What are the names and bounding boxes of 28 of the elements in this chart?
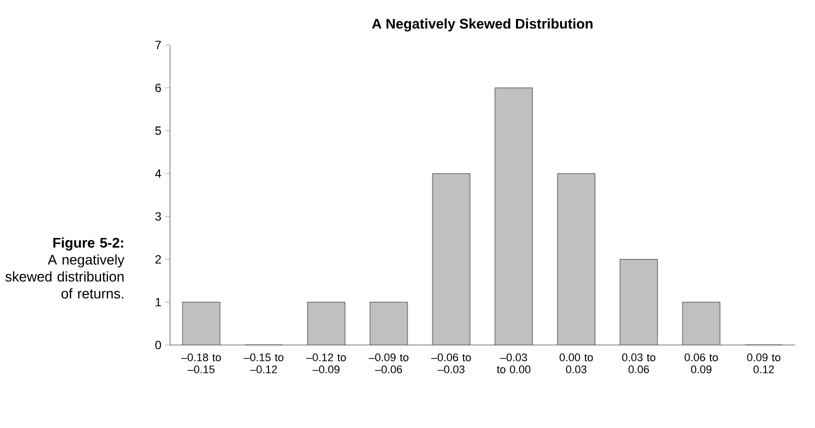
bar [558,174,596,345]
x-tick-label: –0.15 to –0.12 [244,354,284,374]
x-tick-label: 0.03 to 0.06 [622,354,656,374]
bar [182,302,220,345]
y-tick-label: 1 [156,298,161,306]
bar [682,302,720,345]
x-tick-label: –0.12 to –0.09 [306,354,346,374]
y-tick-label: 3 [155,212,161,221]
x-tick-label: –0.06 to –0.03 [431,354,471,374]
x-tick-label: 0.06 to 0.09 [684,354,718,374]
x-tick-label: –0.09 to –0.06 [368,354,408,374]
x-tick-label: 0.09 to 0.12 [747,354,780,374]
bar [308,302,346,345]
x-tick-label: –0.18 to –0.15 [181,354,221,374]
bar [370,302,408,345]
bar [432,174,470,345]
text: Figure 5-2: A negatively skewed distribution of returns. [5,237,124,299]
bar [620,259,658,345]
x-tick-label: 0.00 to 0.03 [560,354,593,374]
y-tick-label: 6 [155,84,161,92]
x-tick-label: –0.03 to 0.00 [496,354,530,374]
y-tick-label: 0 [155,340,162,350]
chart-title: A Negatively Skewed Distribution [372,18,592,32]
y-tick-label: 4 [155,169,162,178]
y-tick-label: 7 [155,40,161,50]
bar [495,88,533,345]
y-tick-label: 2 [155,255,161,264]
y-tick-label: 5 [155,126,161,135]
